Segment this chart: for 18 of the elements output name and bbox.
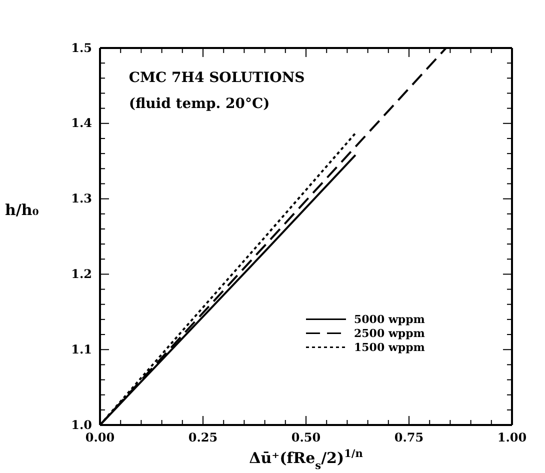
x-tick-label: 1.00 [497,430,527,445]
x-tick-label: 0.50 [291,430,321,445]
text: CMC 7H4 SOLUTIONS [128,70,305,86]
y-tick-label: 1.2 [71,267,92,282]
y-tick-label: 1.1 [71,342,92,356]
legend-label: 5000 wppm [354,313,426,326]
y-tick-label: 1.3 [71,192,92,206]
x-tick-label: 0.75 [394,430,424,445]
y-tick-label: 1.4 [71,116,92,130]
x-tick-label: 0.00 [85,430,115,445]
y-tick-label: 1.5 [71,40,92,55]
legend-label: 2500 wppm [354,327,426,340]
x-axis-title: Δū⁺(fRe$_{s}$/2)$^{1/n}$ [249,448,364,472]
y-tick-label: 1.0 [71,418,92,432]
x-tick-label: 0.25 [188,430,218,445]
y-axis-title: h/h₀ [5,201,40,219]
legend-label: 1500 wppm [354,341,426,354]
text: (fluid temp. 20°C) [128,96,270,112]
